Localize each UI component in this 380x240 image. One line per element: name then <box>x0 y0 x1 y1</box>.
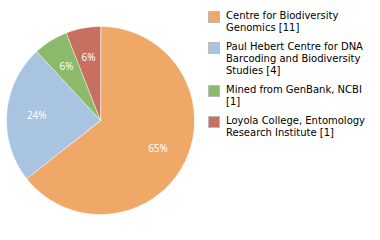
html-text:Loyola College, Entomology Res: Loyola College, Entomology Research Inst… <box>226 115 365 138</box>
html-text:Mined from GenBank, NCBI [1]: Mined from GenBank, NCBI [1] <box>226 84 362 107</box>
svg-text:6%: 6% <box>60 59 74 73</box>
svg-text:6%: 6% <box>82 50 96 64</box>
html-text:Centre for Biodiversity Genomi: Centre for Biodiversity Genomics [11] <box>226 10 339 33</box>
html-text:Paul Hebert Centre for DNA Bar: Paul Hebert Centre for DNA Barcoding and… <box>226 41 363 76</box>
svg-text:24%: 24% <box>27 108 47 122</box>
svg-text:65%: 65% <box>148 141 168 155</box>
